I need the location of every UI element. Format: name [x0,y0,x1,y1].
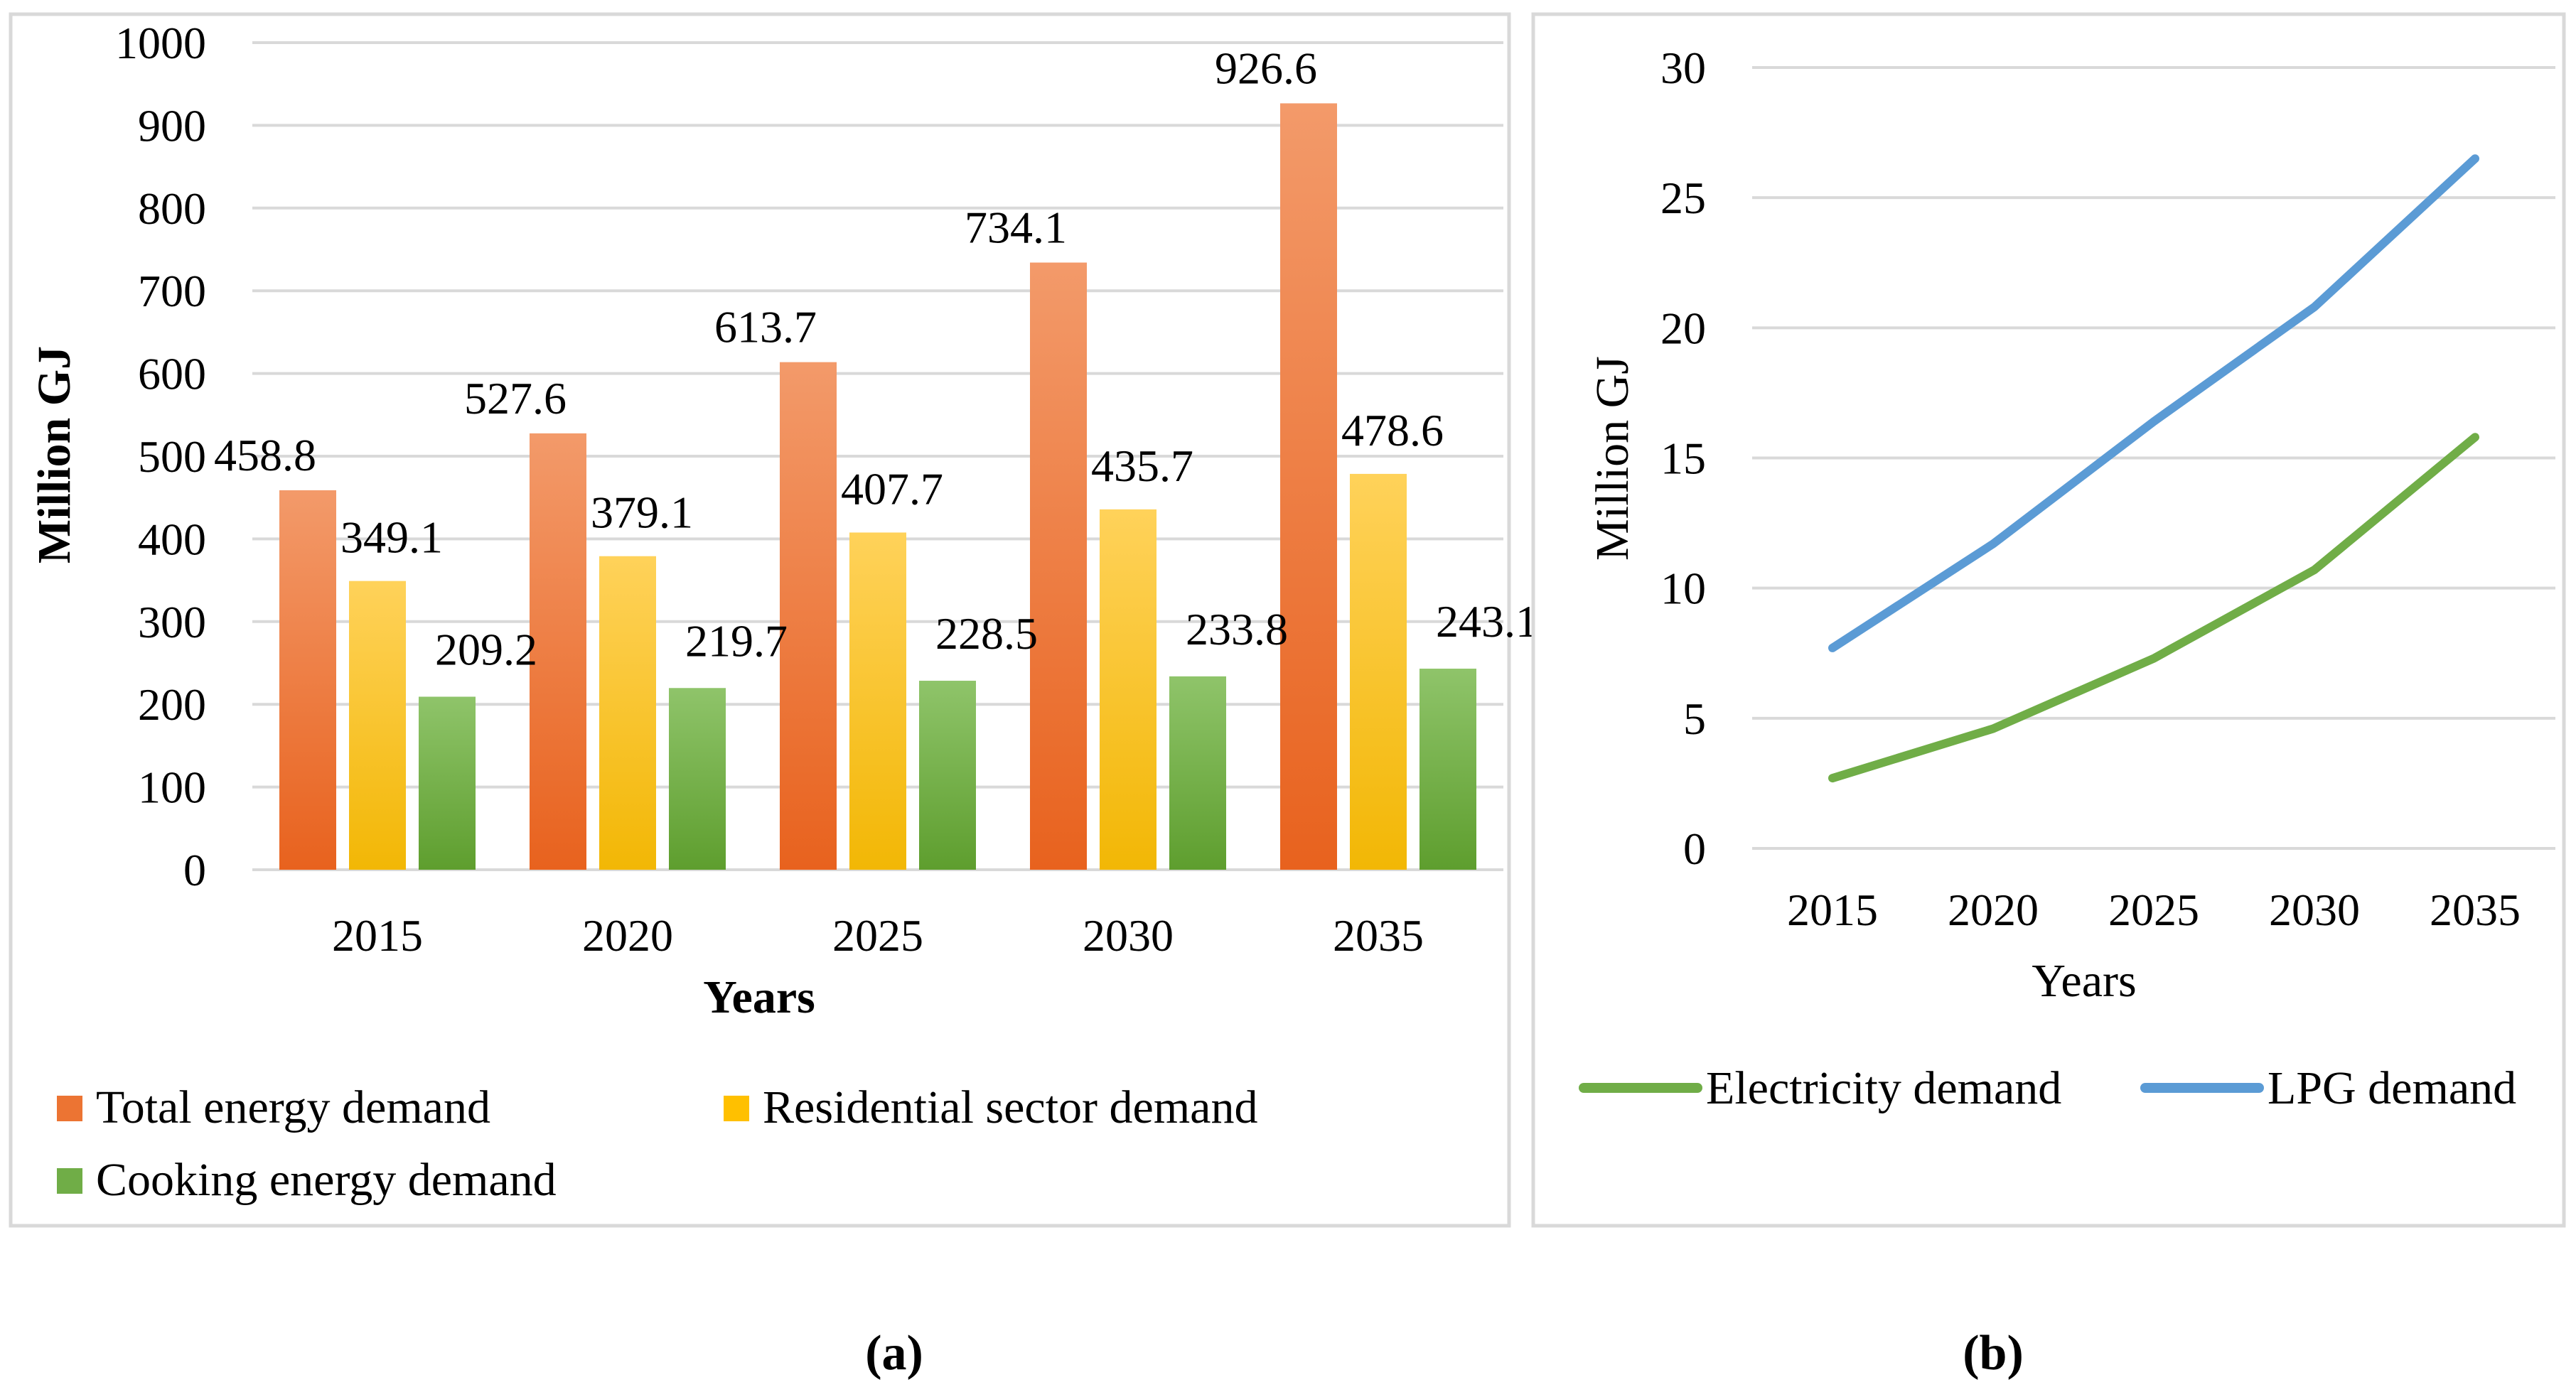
panel-b-y-tick-label: 15 [1660,433,1706,484]
bar-cooking-energy-demand-2015 [419,696,476,870]
panel-a-y-tick-label: 900 [138,100,206,151]
panel-b-frame [1531,12,2566,1228]
bar-data-label: 527.6 [464,373,567,423]
panel-a-y-tick-label: 0 [183,845,206,895]
bar-data-label: 228.5 [935,608,1038,659]
bar-data-label: 613.7 [714,302,817,352]
bar-cooking-energy-demand-2020 [669,688,726,870]
panel-b-x-tick-label: 2025 [2108,885,2199,935]
panel-a-x-tick-label: 2035 [1333,910,1424,961]
panel-b-x-tick-label: 2020 [1948,885,2039,935]
panel-b-y-tick-label: 20 [1660,303,1706,353]
bar-cooking-energy-demand-2030 [1169,676,1226,870]
legend-swatch-cooking-energy-demand [57,1168,82,1194]
panel-b-y-axis-label: Million GJ [1587,356,1638,561]
panel-b-x-tick-label: 2035 [2430,885,2521,935]
bar-total-energy-demand-2025 [780,362,837,870]
panel-b-caption: (b) [1963,1326,2024,1381]
panel-b-x-tick-label: 2015 [1787,885,1878,935]
panel-a-y-tick-label: 700 [138,266,206,316]
panel-a-y-tick-label: 400 [138,514,206,564]
panel-a-x-tick-label: 2020 [582,910,673,961]
legend-label-total-energy-demand: Total energy demand [96,1081,490,1133]
legend-swatch-residential-sector-demand [724,1096,749,1121]
panel-a-x-tick-label: 2030 [1083,910,1174,961]
bar-data-label: 478.6 [1341,405,1444,455]
bar-residential-sector-demand-2020 [599,556,656,870]
bar-total-energy-demand-2020 [530,433,586,870]
bar-data-label: 407.7 [841,463,943,514]
legend-label-cooking-energy-demand: Cooking energy demand [96,1154,557,1206]
legend-label-residential-sector-demand: Residential sector demand [763,1081,1257,1133]
panel-a-bar-chart: 0 100 200 300 400 500 600 700 800 900 1000 458.8 34… [9,12,1538,1228]
panel-a-y-tick-label: 200 [138,679,206,730]
panel-a-y-tick-label: 1000 [115,18,206,68]
panel-b-x-axis-label: Years [2032,955,2136,1007]
panel-b-y-tick-label: 10 [1660,563,1706,614]
bar-residential-sector-demand-2035 [1350,473,1407,870]
bar-total-energy-demand-2035 [1280,103,1337,870]
line-lpg-demand [1828,154,2479,652]
panel-a-x-tick-label: 2015 [332,910,423,961]
panel-b-y-tick-label: 0 [1683,824,1706,874]
bar-total-energy-demand-2015 [279,490,336,870]
panel-a-y-axis-label: Million GJ [28,346,80,563]
panel-a-x-tick-label: 2025 [832,910,923,961]
bar-cooking-energy-demand-2025 [919,681,976,870]
bar-data-label: 233.8 [1186,604,1288,654]
bar-residential-sector-demand-2015 [349,581,406,870]
panel-b-y-tick-label: 25 [1660,173,1706,223]
panel-a-y-tick-label: 300 [138,597,206,647]
panel-a-y-tick-label: 800 [138,183,206,234]
bar-data-label: 926.6 [1215,43,1317,93]
legend-label-lpg-demand: LPG demand [2268,1062,2516,1114]
panel-b-y-tick-label: 30 [1660,43,1706,93]
panel-a-y-tick-label: 100 [138,762,206,813]
bar-data-label: 349.1 [340,512,443,563]
bar-data-label: 209.2 [435,624,537,674]
bar-data-label: 243.1 [1436,596,1538,647]
legend-label-electricity-demand: Electricity demand [1706,1062,2061,1114]
panel-a-x-axis-label: Years [703,971,815,1023]
bar-residential-sector-demand-2030 [1100,509,1156,870]
bar-data-label: 458.8 [214,430,316,480]
legend-swatch-total-energy-demand [57,1096,82,1121]
panel-b-y-tick-label: 5 [1683,694,1706,744]
panel-b-x-tick-label: 2030 [2269,885,2360,935]
line-electricity-demand [1828,433,2479,783]
bar-total-energy-demand-2030 [1030,262,1087,870]
bar-data-label: 219.7 [685,615,788,666]
panel-a-y-tick-label: 600 [138,349,206,399]
bar-data-label: 734.1 [965,203,1067,253]
bar-data-label: 435.7 [1091,441,1193,491]
bar-residential-sector-demand-2025 [849,532,906,870]
panel-a-caption: (a) [865,1326,923,1381]
panel-a-frame [9,12,1511,1228]
bar-data-label: 379.1 [591,487,693,538]
bar-cooking-energy-demand-2035 [1420,669,1476,870]
panel-a-y-tick-label: 500 [138,431,206,482]
